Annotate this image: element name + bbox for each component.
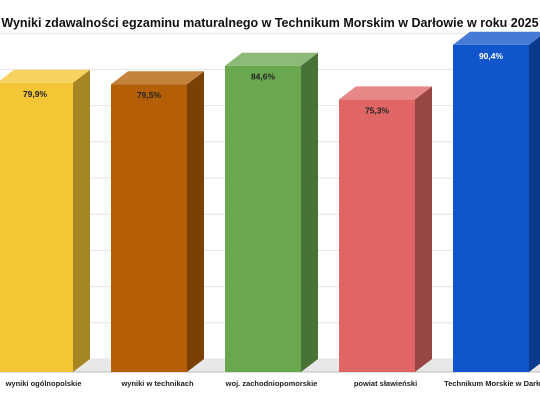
bar-side (187, 71, 204, 373)
category-label: wyniki ogólnopolskie (5, 379, 82, 388)
bar-front (339, 99, 415, 372)
bar-front (111, 84, 187, 373)
bar-3 (225, 52, 318, 373)
bar-top (339, 86, 432, 100)
bar-side (73, 69, 90, 373)
category-label: powiat sławieński (354, 379, 417, 388)
chart-title: Wyniki zdawalności egzaminu maturalnego … (1, 16, 539, 30)
bar-top (111, 71, 204, 85)
bar-2 (111, 71, 204, 373)
bar-top (453, 31, 540, 45)
value-label: 79,5% (137, 90, 162, 100)
value-label: 75,3% (365, 105, 390, 115)
bar-1 (0, 69, 90, 373)
category-label: Technikum Morskie w Darłowie (444, 379, 540, 388)
bar-top (225, 52, 318, 66)
bar-side (529, 36, 540, 372)
bar-side (301, 52, 318, 373)
bar-top (0, 69, 90, 83)
value-label: 84,6% (251, 72, 276, 82)
labels-layer: 79,9% wyniki ogólnopolskie 79,5% wyniki w t… (5, 51, 540, 388)
category-label: wyniki w technikach (120, 379, 194, 388)
bar-4 (339, 86, 432, 372)
bar-side (415, 86, 432, 372)
bars-layer (0, 31, 540, 373)
bar-front (453, 44, 529, 372)
category-label: woj. zachodniopomorskie (225, 379, 318, 388)
value-label: 79,9% (23, 89, 48, 99)
bar-front (225, 65, 301, 373)
bar-front (0, 82, 73, 373)
value-label: 90,4% (479, 51, 504, 61)
bar-5 (453, 31, 540, 372)
